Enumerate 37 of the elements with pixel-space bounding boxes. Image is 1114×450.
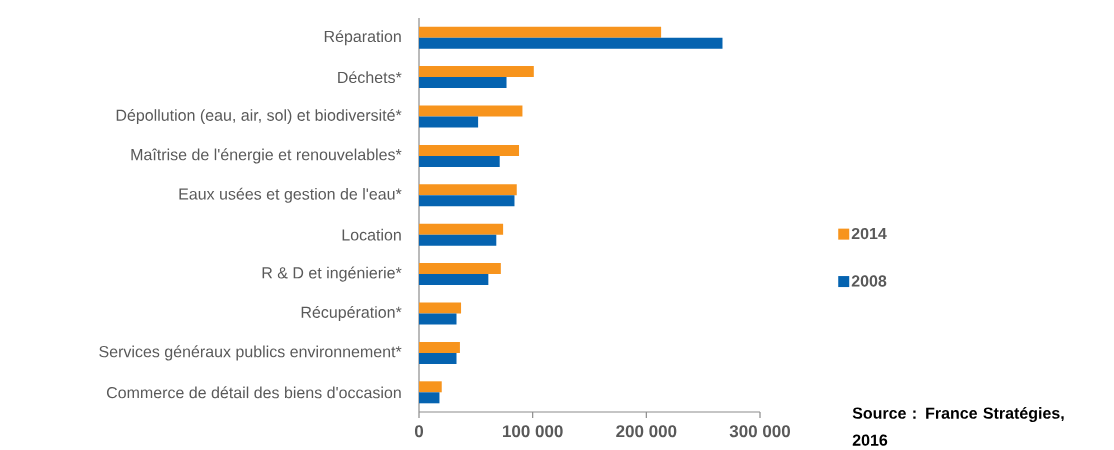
bar xyxy=(419,392,440,404)
bar xyxy=(419,381,442,393)
legend-label: 2014 xyxy=(851,227,887,240)
bar xyxy=(419,155,500,167)
bar xyxy=(419,234,497,246)
bar xyxy=(419,302,462,314)
bar xyxy=(419,352,457,364)
bar xyxy=(419,105,523,117)
bar xyxy=(419,26,662,38)
y-tick-label: Réparation xyxy=(324,30,401,46)
bar xyxy=(419,341,460,353)
y-tick-label: Maîtrise de l'énergie et renouvelables* xyxy=(131,148,402,164)
bar xyxy=(419,144,520,156)
y-tick-label: Location xyxy=(342,228,401,241)
bar xyxy=(419,77,507,89)
bar xyxy=(419,66,534,78)
bar xyxy=(419,313,457,325)
x-tick-label: 200 000 xyxy=(616,425,677,438)
y-tick-label: Eaux usées et gestion de l'eau* xyxy=(179,187,402,203)
bar xyxy=(419,263,501,275)
y-tick-label: Commerce de détail des biens d'occasion xyxy=(106,386,401,399)
y-tick-label: R & D et ingénierie* xyxy=(262,266,402,282)
bar xyxy=(419,184,517,196)
bar xyxy=(419,274,489,286)
legend-label: 2008 xyxy=(851,275,887,287)
y-tick-label: Déchets* xyxy=(338,71,402,84)
bar xyxy=(419,116,479,128)
x-tick-label: 300 000 xyxy=(729,425,790,438)
x-tick-label: 0 xyxy=(414,425,424,438)
source-note: Source : France Stratégies, 2016 xyxy=(852,406,1064,446)
y-tick-label: Services généraux publics environnement* xyxy=(99,345,402,361)
bar xyxy=(419,223,504,235)
x-tick-label: 100 000 xyxy=(503,425,563,438)
bar xyxy=(419,37,723,49)
y-tick-label: Récupération* xyxy=(301,305,402,322)
bar xyxy=(419,195,515,207)
y-tick-label: Dépollution (eau, air, sol) et biodiversité* xyxy=(116,108,402,125)
